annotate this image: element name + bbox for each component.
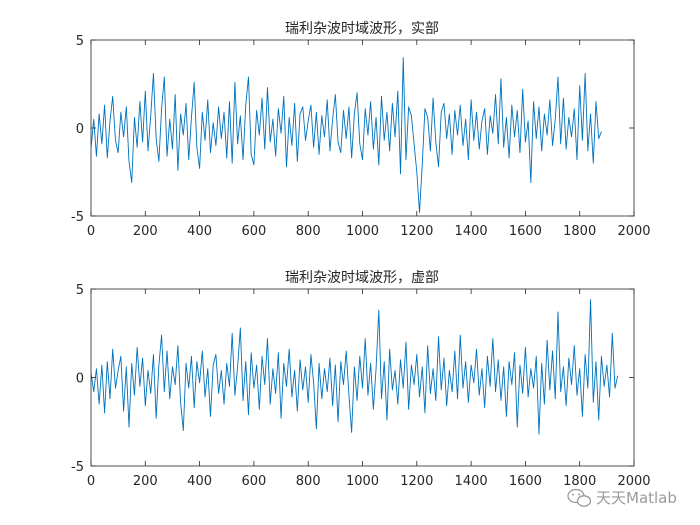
- y-tick-label: 0: [76, 122, 84, 137]
- subplot-imag-xtick-labels: 0 200 400 600 800 1000 1200 1400 1600 18…: [87, 474, 651, 489]
- subplot-imag-ytick-labels: 5 0 -5: [71, 283, 84, 475]
- x-tick-label: 0: [87, 474, 95, 489]
- x-tick-label: 1000: [346, 224, 379, 239]
- watermark-text: 天天Matlab: [596, 489, 677, 507]
- subplot-imag-tick-marks: [90, 288, 635, 467]
- y-tick-label: 5: [76, 283, 84, 298]
- x-tick-label: 1000: [346, 474, 379, 489]
- x-tick-label: 400: [187, 224, 212, 239]
- x-tick-label: 1400: [455, 474, 488, 489]
- x-tick-label: 2000: [617, 224, 650, 239]
- x-tick-label: 600: [241, 224, 266, 239]
- x-tick-label: 600: [241, 474, 266, 489]
- x-tick-label: 0: [87, 224, 95, 239]
- subplot-imag-line: [90, 299, 619, 435]
- y-tick-label: 0: [76, 372, 84, 387]
- subplot-real: 瑞利杂波时域波形，实部 0 200 400 600 800 1000 1200 …: [71, 21, 651, 239]
- x-tick-label: 2000: [617, 474, 650, 489]
- x-tick-label: 1400: [455, 224, 488, 239]
- subplot-imag: 瑞利杂波时域波形，虚部 0 200 400 600 800 1000 1200 …: [71, 270, 651, 489]
- x-tick-label: 1200: [400, 224, 433, 239]
- subplot-real-xtick-labels: 0 200 400 600 800 1000 1200 1400 1600 18…: [87, 224, 651, 239]
- x-tick-label: 200: [133, 474, 158, 489]
- y-tick-label: -5: [71, 210, 84, 225]
- subplot-real-tick-marks: [90, 39, 635, 217]
- x-tick-label: 1200: [400, 474, 433, 489]
- x-tick-label: 800: [296, 224, 321, 239]
- subplot-imag-title: 瑞利杂波时域波形，虚部: [285, 270, 439, 286]
- y-tick-label: 5: [76, 34, 84, 49]
- subplot-imag-axes: [90, 288, 635, 467]
- y-tick-label: -5: [71, 460, 84, 475]
- subplot-real-axes: [90, 39, 635, 217]
- wechat-icon: [567, 488, 592, 507]
- x-tick-label: 400: [187, 474, 212, 489]
- x-tick-label: 1800: [563, 474, 596, 489]
- watermark: 天天Matlab: [567, 488, 677, 507]
- x-tick-label: 1600: [509, 474, 542, 489]
- subplot-real-ytick-labels: 5 0 -5: [71, 34, 84, 225]
- x-tick-label: 200: [133, 224, 158, 239]
- subplot-real-title: 瑞利杂波时域波形，实部: [285, 21, 439, 37]
- subplot-real-line: [90, 57, 602, 213]
- x-tick-label: 1600: [509, 224, 542, 239]
- x-tick-label: 1800: [563, 224, 596, 239]
- x-tick-label: 800: [296, 474, 321, 489]
